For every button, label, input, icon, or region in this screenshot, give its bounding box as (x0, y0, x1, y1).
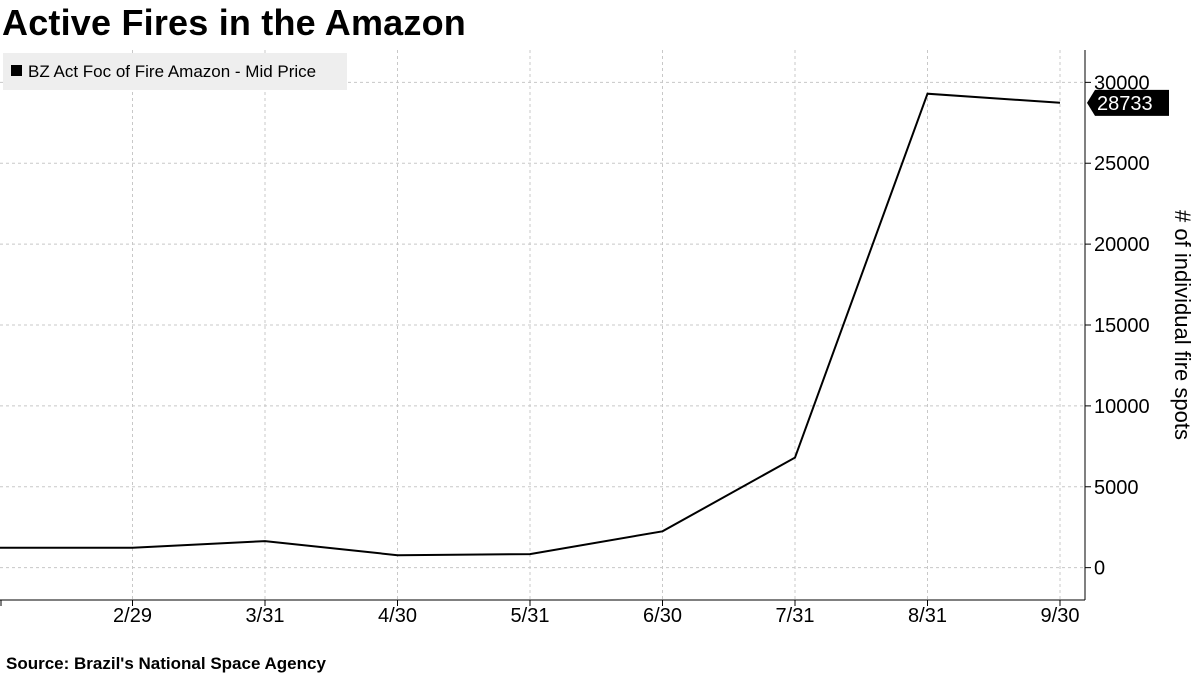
y-tick-label: 25000 (1094, 153, 1150, 175)
last-value-tag (1087, 89, 1169, 116)
legend-background (3, 53, 347, 90)
x-tick-label: 3/31 (246, 605, 285, 627)
y-axis-label: # of individual fire spots (1170, 210, 1195, 440)
series-layer (0, 92, 1061, 557)
y-tick-label: 15000 (1094, 315, 1150, 337)
legend-swatch (11, 65, 22, 76)
labels: 28733 (1087, 89, 1169, 116)
last-value-label: 28733 (1097, 93, 1153, 115)
legend: BZ Act Foc of Fire Amazon - Mid Price (3, 53, 347, 90)
chart-title: Active Fires in the Amazon (2, 2, 466, 43)
y-tick-label: 10000 (1094, 396, 1150, 418)
x-tick-label: 8/31 (908, 605, 947, 627)
x-tick-label: 2/29 (113, 605, 152, 627)
axes: 0 5000 10000 15000 20000 25000 30000 2/29 3/31 4/… (0, 50, 1195, 627)
x-tick-label: 9/30 (1041, 605, 1080, 627)
y-tick-label: 30000 (1094, 72, 1150, 94)
x-tick-label: 6/30 (643, 605, 682, 627)
y-tick-label: 5000 (1094, 477, 1139, 499)
series-line (0, 92, 1061, 557)
legend-entry: BZ Act Foc of Fire Amazon - Mid Price (28, 62, 316, 81)
y-tick-label: 0 (1094, 558, 1105, 580)
x-tick-label: 4/30 (378, 605, 417, 627)
x-tick-label: 5/31 (511, 605, 550, 627)
x-tick-label: 7/31 (776, 605, 815, 627)
grid-lines (0, 50, 1085, 600)
source-note: Source: Brazil's National Space Agency (6, 654, 326, 673)
y-tick-label: 20000 (1094, 234, 1150, 256)
